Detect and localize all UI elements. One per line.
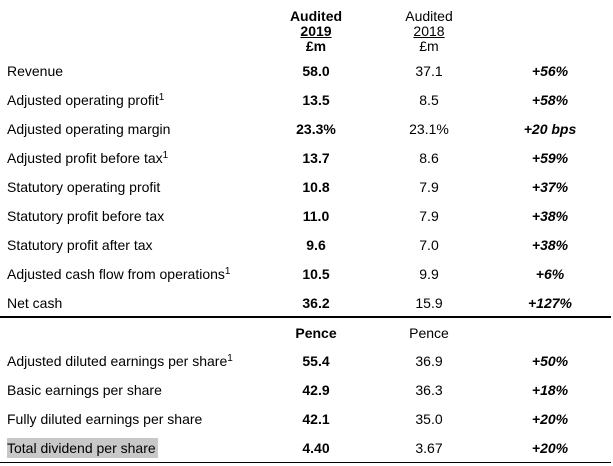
row-label: Net cash bbox=[7, 295, 63, 311]
value-change: +50% bbox=[531, 353, 569, 369]
row-label-highlighted: Total dividend per share bbox=[7, 438, 158, 458]
row-label: Fully diluted earnings per share bbox=[7, 411, 203, 427]
row-label: Adjusted diluted earnings per share1 bbox=[7, 353, 233, 369]
row-label: Adjusted profit before tax1 bbox=[7, 150, 169, 166]
column-header-2019: Audited 2019 £m bbox=[271, 9, 361, 54]
value-2019: 58.0 bbox=[302, 63, 330, 79]
row-label: Revenue bbox=[7, 63, 64, 79]
row-label: Statutory profit after tax bbox=[7, 237, 153, 253]
header-2018-line1: Audited bbox=[405, 8, 453, 24]
value-2018: 8.6 bbox=[419, 150, 439, 166]
header-2018-unit: £m bbox=[419, 38, 439, 54]
table-row-adjusted-diluted-eps: Adjusted diluted earnings per share1 55.… bbox=[0, 351, 613, 371]
table-row-total-dividend: Total dividend per share 4.40 3.67 +20% bbox=[0, 438, 613, 458]
section-divider bbox=[0, 316, 611, 318]
value-2018: 3.67 bbox=[415, 440, 443, 456]
table-row-fully-diluted-eps: Fully diluted earnings per share 42.1 35… bbox=[0, 409, 613, 429]
value-2018: 7.9 bbox=[419, 179, 439, 195]
row-label: Statutory profit before tax bbox=[7, 208, 165, 224]
value-2018: 8.5 bbox=[419, 92, 439, 108]
value-change: +20% bbox=[531, 411, 569, 427]
value-2019: 10.5 bbox=[302, 266, 330, 282]
value-2019: 9.6 bbox=[306, 237, 326, 253]
header-2019-unit: £m bbox=[305, 38, 327, 54]
value-change: +20% bbox=[531, 440, 569, 456]
value-change: +37% bbox=[531, 179, 569, 195]
header-2018-year: 2018 bbox=[413, 23, 445, 39]
value-2018: 15.9 bbox=[415, 295, 443, 311]
value-2019: 10.8 bbox=[302, 179, 330, 195]
header-2019-year: 2019 bbox=[300, 23, 332, 39]
value-2019: 42.9 bbox=[302, 382, 330, 398]
value-change: +59% bbox=[531, 150, 569, 166]
value-change: +20 bps bbox=[523, 121, 577, 137]
value-change: +38% bbox=[531, 237, 569, 253]
table-row-revenue: Revenue 58.0 37.1 +56% bbox=[0, 61, 613, 81]
row-label: Adjusted operating profit1 bbox=[7, 92, 165, 108]
value-change: +127% bbox=[528, 295, 572, 311]
value-change: +18% bbox=[531, 382, 569, 398]
table-row-net-cash: Net cash 36.2 15.9 +127% bbox=[0, 293, 613, 313]
table-row-statutory-profit-after-tax: Statutory profit after tax 9.6 7.0 +38% bbox=[0, 235, 613, 255]
value-change: +58% bbox=[531, 92, 569, 108]
value-change: +56% bbox=[531, 63, 569, 79]
value-2019: 13.5 bbox=[302, 92, 330, 108]
row-label: Statutory operating profit bbox=[7, 179, 161, 195]
value-2018: 9.9 bbox=[419, 266, 439, 282]
value-2018: 35.0 bbox=[415, 411, 443, 427]
value-2019: 23.3% bbox=[296, 121, 336, 137]
value-change: +6% bbox=[535, 266, 565, 282]
value-2018: 7.0 bbox=[419, 237, 439, 253]
value-2019: 11.0 bbox=[302, 208, 330, 224]
subheader-2019: Pence bbox=[295, 325, 337, 341]
value-2019: 55.4 bbox=[302, 353, 330, 369]
value-2019: 36.2 bbox=[302, 295, 330, 311]
value-2019: 42.1 bbox=[302, 411, 330, 427]
table-row-adjusted-cash-flow: Adjusted cash flow from operations1 10.5… bbox=[0, 264, 613, 284]
row-label: Basic earnings per share bbox=[7, 382, 162, 398]
table-row-adjusted-operating-profit: Adjusted operating profit1 13.5 8.5 +58% bbox=[0, 90, 613, 110]
subheader-2018: Pence bbox=[409, 325, 449, 341]
value-2018: 23.1% bbox=[409, 121, 449, 137]
value-change: +38% bbox=[531, 208, 569, 224]
table-row-adjusted-operating-margin: Adjusted operating margin 23.3% 23.1% +2… bbox=[0, 119, 613, 139]
value-2018: 36.9 bbox=[415, 353, 443, 369]
table-row-statutory-profit-before-tax: Statutory profit before tax 11.0 7.9 +38… bbox=[0, 206, 613, 226]
row-label: Adjusted operating margin bbox=[7, 121, 171, 137]
value-2018: 37.1 bbox=[415, 63, 443, 79]
row-label: Adjusted cash flow from operations1 bbox=[7, 266, 231, 282]
value-2018: 7.9 bbox=[419, 208, 439, 224]
header-2019-line1: Audited bbox=[289, 8, 343, 24]
table-row-adjusted-profit-before-tax: Adjusted profit before tax1 13.7 8.6 +59… bbox=[0, 148, 613, 168]
pence-subheader: Pence Pence bbox=[0, 323, 613, 343]
value-2019: 4.40 bbox=[302, 440, 330, 456]
table-row-statutory-operating-profit: Statutory operating profit 10.8 7.9 +37% bbox=[0, 177, 613, 197]
table-row-basic-eps: Basic earnings per share 42.9 36.3 +18% bbox=[0, 380, 613, 400]
value-2019: 13.7 bbox=[302, 150, 330, 166]
column-header-2018: Audited 2018 £m bbox=[384, 9, 474, 54]
table-bottom-rule bbox=[0, 462, 611, 463]
value-2018: 36.3 bbox=[415, 382, 443, 398]
